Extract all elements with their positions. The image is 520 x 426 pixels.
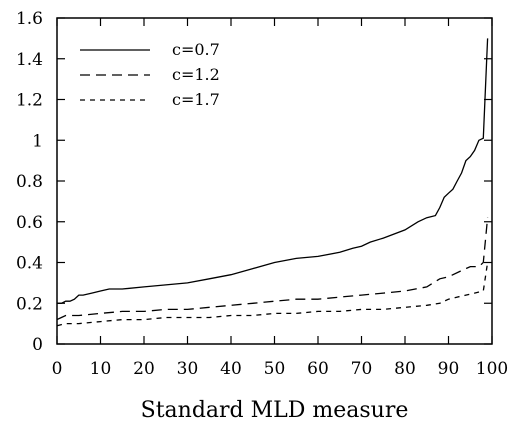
x-axis-title: Standard MLD measure — [141, 398, 409, 423]
x-tick-label: 90 — [438, 359, 460, 379]
x-tick-label: 100 — [476, 359, 508, 379]
y-tick-label: 1.6 — [16, 9, 43, 29]
x-tick-label: 20 — [133, 359, 155, 379]
y-tick-label: 1.4 — [16, 50, 43, 70]
series-line-c=0.7 — [57, 38, 489, 304]
plot-frame — [56, 17, 493, 345]
x-tick-label: 80 — [394, 359, 416, 379]
y-tick-label: 0.8 — [16, 172, 43, 192]
y-tick-label: 0.2 — [16, 294, 43, 314]
series-line-c=1.2 — [56, 217, 489, 321]
x-tick-label: 0 — [52, 359, 63, 379]
series-line-c=1.7 — [56, 262, 489, 327]
y-tick-label: 0.4 — [16, 254, 43, 274]
x-tick-label: 70 — [351, 359, 373, 379]
x-tick-label: 30 — [177, 359, 199, 379]
y-tick-label: 0.6 — [16, 213, 43, 233]
series-lines — [56, 38, 489, 327]
legend: c=0.7 c=1.2 c=1.7 — [80, 40, 220, 109]
legend-label: c=1.2 — [172, 65, 220, 84]
x-tick-label: 60 — [307, 359, 329, 379]
axis-tick-labels: 0 10 20 30 40 50 60 70 80 90 100 0 0.2 0.4 0.6 0.8 1 1.2 1… — [16, 9, 508, 379]
x-tick-label: 50 — [264, 359, 286, 379]
x-tick-label: 10 — [90, 359, 112, 379]
x-tick-label: 40 — [220, 359, 242, 379]
axis-ticks — [56, 17, 493, 345]
y-tick-label: 1.2 — [16, 91, 43, 111]
legend-label: c=1.7 — [172, 90, 220, 109]
y-tick-label: 0 — [32, 335, 43, 355]
legend-label: c=0.7 — [172, 40, 220, 59]
y-tick-label: 1 — [32, 131, 43, 151]
